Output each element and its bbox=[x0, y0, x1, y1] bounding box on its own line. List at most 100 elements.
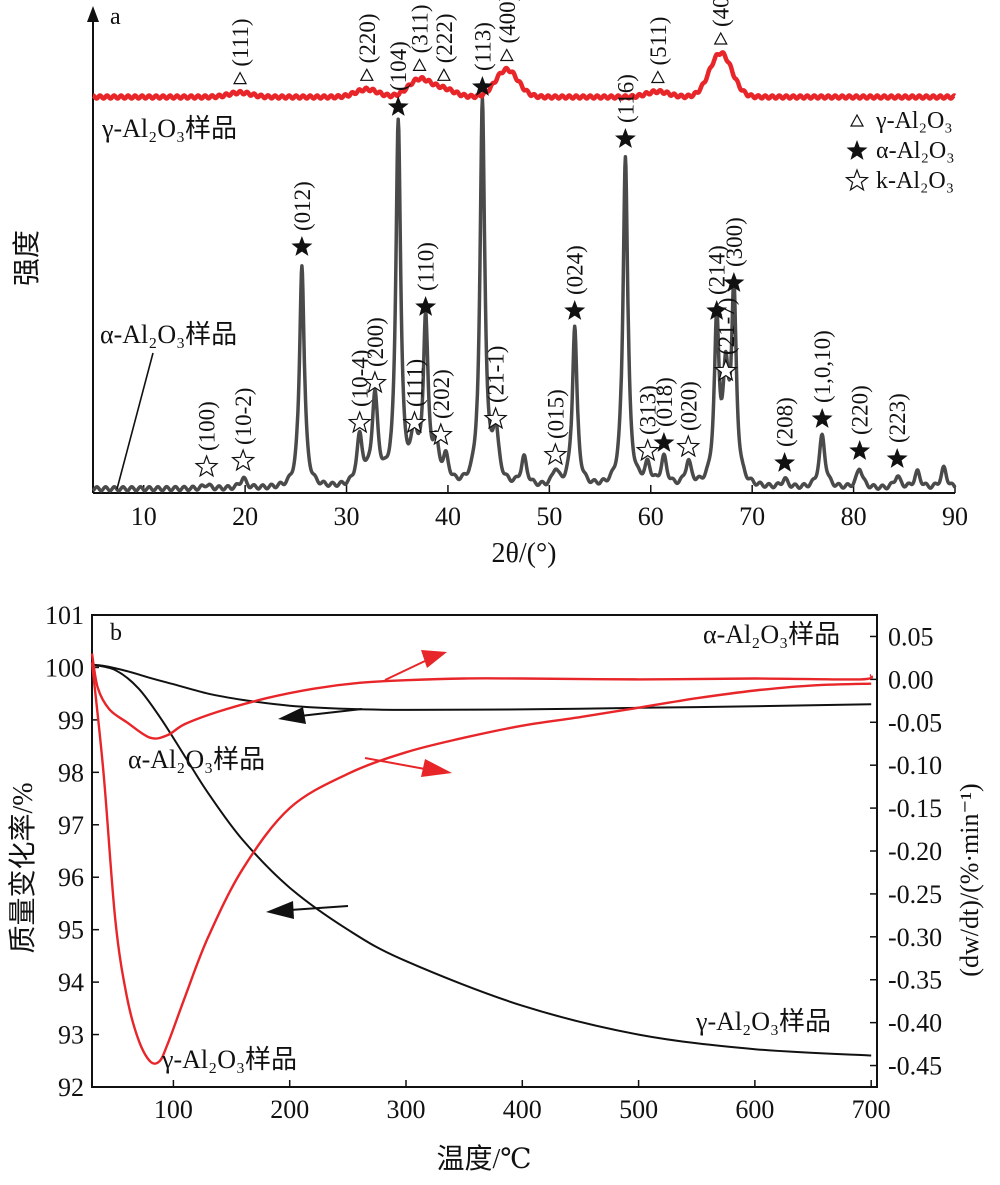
panel-a-peak-annotations: (111) (220) (311) (222) (400) (511) (400) (100)… bbox=[194, 0, 910, 478]
gamma-derivative-line bbox=[90, 662, 872, 1065]
panel-b-y-tick-label: 93 bbox=[58, 1021, 84, 1050]
alpha-derivative-line bbox=[90, 653, 874, 740]
panel-b-y2-tick-label: -0.40 bbox=[888, 1009, 942, 1038]
panel-b-y2-tick-label: -0.25 bbox=[888, 880, 942, 909]
panel-a-y-axis-arrow bbox=[87, 6, 99, 22]
kappa-phase-star bbox=[428, 422, 453, 446]
kappa-phase-star bbox=[230, 448, 256, 472]
panel-b-letter: b bbox=[110, 620, 122, 646]
alpha-peak-hkl-label: (113) bbox=[470, 22, 495, 71]
panel-b-y2-tick-label: -0.45 bbox=[888, 1052, 942, 1081]
kappa-phase-star bbox=[362, 370, 388, 394]
gamma-peak-hkl-label: (311) bbox=[408, 4, 433, 53]
alpha-phase-star bbox=[564, 300, 586, 320]
gamma-sample-label-a: γ-Al₂O₃样品 bbox=[101, 114, 237, 143]
legend-entry-label: γ-Al₂O₃ bbox=[875, 108, 953, 134]
gamma-peak-marker bbox=[499, 48, 514, 62]
alpha-peak-hkl-label: (21-1) bbox=[484, 346, 509, 403]
panel-b-y-tick-label: 95 bbox=[58, 916, 84, 945]
alpha-sample-label-b-mid: α-Al₂O₃样品 bbox=[128, 745, 265, 774]
gamma-sample-label-b-bottom: γ-Al₂O₃样品 bbox=[161, 1045, 297, 1074]
alpha-peak-hkl-label: (220) bbox=[848, 385, 873, 435]
kappa-phase-star bbox=[713, 358, 738, 382]
kappa-phase-star bbox=[347, 410, 372, 434]
alpha-phase-star bbox=[472, 76, 493, 96]
alpha-peak-hkl-label: (223) bbox=[885, 393, 910, 443]
gamma-xrd-line bbox=[91, 50, 957, 101]
panel-a-x-label: 2θ/(°) bbox=[491, 538, 556, 569]
panel-b-y2-tick-label: -0.35 bbox=[888, 966, 942, 995]
gamma-peak-marker bbox=[233, 71, 248, 85]
alpha-peak-hkl-label: (208) bbox=[773, 397, 798, 447]
panel-b-y2-tick-label: -0.15 bbox=[888, 794, 942, 823]
gamma-peak-hkl-label: (511) bbox=[646, 17, 671, 66]
alpha-peak-hkl-label: (1,0,10) bbox=[810, 330, 835, 403]
panel-a-y-label: 强度 bbox=[11, 230, 43, 286]
legend-open-triangle-icon bbox=[849, 113, 865, 127]
panel-b-x-tick-label: 200 bbox=[270, 1095, 309, 1124]
alpha-peak-hkl-label: (214) bbox=[705, 245, 730, 295]
gamma-peak-hkl-label: (400) bbox=[709, 0, 734, 27]
gamma-peak-marker bbox=[436, 68, 451, 81]
panel-a-x-tick-label: 90 bbox=[942, 502, 968, 531]
panel-b-y-tick-label: 101 bbox=[45, 601, 84, 630]
alpha-peak-hkl-label: (100) bbox=[195, 401, 220, 451]
gamma-sample-label-b-right: γ-Al₂O₃样品 bbox=[695, 1007, 831, 1036]
panel-b-y-label: 质量变化率/% bbox=[7, 782, 39, 953]
gamma-peak-marker bbox=[713, 31, 728, 45]
alpha-peak-hkl-label: (111) bbox=[402, 359, 427, 407]
alpha-phase-star bbox=[723, 272, 745, 292]
alpha-phase-star bbox=[886, 448, 908, 468]
arrow-gamma-to-left-axis bbox=[266, 901, 349, 919]
alpha-phase-star bbox=[706, 300, 728, 320]
legend-open-star-icon bbox=[844, 168, 870, 192]
panel-a-x-tick-label: 20 bbox=[232, 502, 258, 531]
gamma-peak-hkl-label: (400) bbox=[495, 0, 520, 44]
arrow-alpha-to-right-axis bbox=[384, 650, 447, 681]
alpha-peak-hkl-label: (012) bbox=[290, 181, 315, 231]
gamma-mass-change-line bbox=[91, 663, 872, 1057]
panel-a-x-tick-label: 70 bbox=[739, 502, 765, 531]
alpha-peak-hkl-label: (313) bbox=[636, 385, 661, 435]
legend-filled-star-icon bbox=[846, 140, 868, 160]
panel-b-x-tick-label: 500 bbox=[619, 1095, 658, 1124]
panel-a-x-tick-label: 50 bbox=[536, 502, 562, 531]
alpha-phase-star bbox=[387, 96, 409, 116]
alpha-peak-hkl-label: (202) bbox=[429, 369, 454, 419]
panel-b-x-tick-label: 700 bbox=[852, 1095, 891, 1124]
panel-b-y2-tick-label: -0.05 bbox=[888, 708, 942, 737]
alpha-peak-hkl-label: (10-4) bbox=[348, 350, 373, 407]
alpha-peak-hkl-label: (300) bbox=[722, 217, 747, 267]
alpha-phase-star bbox=[774, 452, 796, 472]
panel-b-y2-tick-label: 0.05 bbox=[888, 622, 934, 651]
kappa-phase-star bbox=[543, 442, 568, 466]
panel-b-y2-label: (dw/dt)/(%·min⁻¹) bbox=[955, 783, 984, 976]
alpha-peak-hkl-label: (21-7) bbox=[714, 298, 739, 355]
alpha-mass-change-line bbox=[91, 663, 872, 711]
panel-b-x-tick-label: 100 bbox=[154, 1095, 193, 1124]
panel-b-y2-tick-label: -0.30 bbox=[888, 923, 942, 952]
panel-b-y-tick-label: 99 bbox=[58, 706, 84, 735]
panel-b-y-tick-label: 94 bbox=[58, 968, 84, 997]
gamma-peak-marker bbox=[650, 70, 665, 84]
gamma-peak-hkl-label: (220) bbox=[355, 13, 380, 63]
panel-b-y-tick-label: 97 bbox=[58, 811, 84, 840]
alpha-phase-star bbox=[849, 440, 871, 460]
panel-b-x-label: 温度/℃ bbox=[436, 1143, 531, 1175]
alpha-phase-star bbox=[415, 296, 437, 316]
panel-a-x-tick-label: 30 bbox=[334, 502, 360, 531]
panel-a-letter: a bbox=[110, 4, 121, 30]
panel-b-y2-tick-label: 0.00 bbox=[888, 665, 934, 694]
kappa-phase-star bbox=[402, 410, 427, 434]
alpha-phase-star bbox=[653, 432, 675, 452]
panel-a-legend: γ-Al₂O₃ α-Al₂O₃ k-Al₂O₃ bbox=[844, 108, 955, 194]
legend-entry-label: k-Al₂O₃ bbox=[876, 168, 954, 194]
arrow-gamma-to-right-axis bbox=[364, 757, 452, 777]
alpha-sample-label-a: α-Al₂O₃样品 bbox=[100, 320, 237, 349]
alpha-peak-hkl-label: (116) bbox=[613, 74, 638, 123]
panel-b-y2-tick-label: -0.10 bbox=[888, 751, 942, 780]
panel-b-x-tick-label: 300 bbox=[387, 1095, 426, 1124]
panel-a: a 10 20 30 40 50 60 70 80 90 强度 2θ/(°) (111) (220… bbox=[11, 0, 968, 569]
kappa-phase-star bbox=[676, 434, 701, 458]
